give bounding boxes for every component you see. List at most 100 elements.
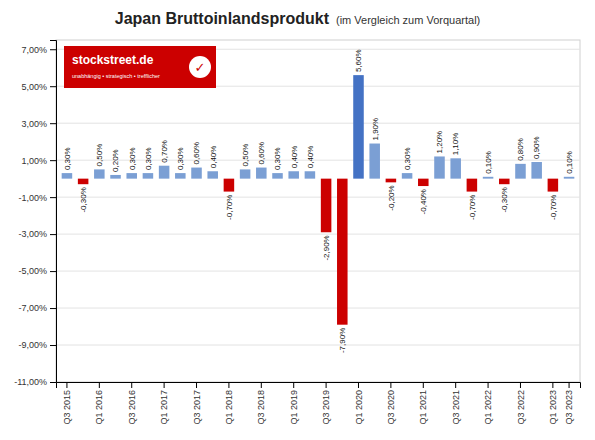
y-tick-mark: [50, 49, 56, 50]
y-tick-label: -5,00%: [18, 266, 47, 276]
x-tick-label: Q3 2017: [192, 390, 202, 425]
x-tick: Q3 2020: [386, 382, 396, 425]
y-tick: -5,00%: [18, 266, 56, 276]
plot-area: 0,30%-0,30%0,50%0,20%0,30%0,30%0,70%0,30…: [14, 40, 580, 425]
bar: [386, 179, 397, 183]
data-label: 0,40%: [209, 146, 218, 169]
x-tick: Q1 2021: [418, 382, 428, 425]
x-tick-label: Q1 2019: [289, 390, 299, 425]
y-tick-label: -7,00%: [18, 303, 47, 313]
x-tick-mark: [293, 382, 294, 388]
x-tick-label: Q1 2021: [418, 390, 428, 425]
y-tick-mark: [50, 271, 56, 272]
data-label: 1,90%: [370, 118, 379, 141]
y-tick-mark: [50, 197, 56, 198]
bar: [353, 75, 364, 179]
bar: [402, 173, 413, 179]
data-label: 0,30%: [144, 147, 153, 170]
bar: [126, 173, 137, 179]
data-labels: 0,30%-0,30%0,50%0,20%0,30%0,30%0,70%0,30…: [63, 49, 574, 353]
x-tick: Q3 2018: [256, 382, 266, 425]
bar: [450, 158, 461, 178]
y-tick-mark: [50, 308, 56, 309]
bars: [62, 75, 575, 325]
data-label: 0,30%: [403, 147, 412, 170]
x-tick-mark: [488, 382, 489, 388]
bar: [62, 173, 73, 179]
bar: [337, 179, 348, 325]
x-tick-label: Q3 2022: [516, 390, 526, 425]
x-tick-label: Q1 2018: [224, 390, 234, 425]
bar: [418, 179, 429, 186]
bar: [434, 156, 445, 178]
x-axis-line: [57, 383, 581, 389]
x-tick-mark: [164, 382, 165, 388]
bar: [515, 164, 526, 179]
logo-circle: [189, 56, 211, 78]
y-tick: 5,00%: [21, 82, 56, 92]
y-tick-label: -11,00%: [14, 377, 47, 387]
chart-svg: Japan Bruttoinlandsprodukt(im Vergleich …: [0, 0, 595, 440]
grid: [56, 49, 580, 382]
data-label: -0,70%: [225, 195, 234, 220]
bar: [531, 162, 542, 179]
logo-text: stockstreet.de: [72, 53, 154, 67]
x-tick-mark: [131, 382, 132, 388]
bar: [191, 168, 202, 179]
y-tick-label: -1,00%: [18, 193, 47, 203]
x-tick-mark: [196, 382, 197, 388]
x-tick-label: Q3 2020: [386, 390, 396, 425]
data-label: 0,60%: [257, 142, 266, 165]
y-tick-label: 1,00%: [21, 156, 47, 166]
bar: [78, 179, 89, 185]
title: Japan Bruttoinlandsprodukt: [115, 10, 330, 27]
bar: [207, 171, 218, 178]
y-tick: -7,00%: [18, 303, 56, 313]
x-tick-mark: [358, 382, 359, 388]
data-label: 0,90%: [532, 136, 541, 159]
grid-line: [56, 308, 580, 309]
x-tick: Q1 2023: [548, 382, 558, 425]
bar: [548, 179, 559, 192]
data-label: -0,20%: [387, 185, 396, 210]
x-axis: Q3 2015Q1 2016Q3 2016Q1 2017Q3 2017Q1 20…: [57, 382, 581, 425]
x-tick-label: Q1 2016: [94, 390, 104, 425]
y-tick: -9,00%: [18, 340, 56, 350]
bar: [499, 179, 510, 185]
y-tick-mark: [50, 86, 56, 87]
logo-box: [64, 46, 216, 88]
bar: [272, 173, 283, 179]
x-tick-label: Q3 2021: [451, 390, 461, 425]
data-label: 0,20%: [111, 149, 120, 172]
y-tick: 1,00%: [21, 156, 56, 166]
grid-line: [56, 271, 580, 272]
y-axis: -11,00%-9,00%-7,00%-5,00%-3,00%-1,00%1,0…: [14, 41, 56, 388]
x-tick: Q1 2022: [483, 382, 493, 425]
y-tick-label: 3,00%: [21, 119, 47, 129]
chart-container: Japan Bruttoinlandsprodukt(im Vergleich …: [0, 0, 595, 440]
x-tick-mark: [66, 382, 67, 388]
bar: [256, 168, 267, 179]
y-tick-label: -9,00%: [18, 340, 47, 350]
x-tick-label: Q3 2023: [564, 390, 574, 425]
x-tick: Q1 2020: [354, 382, 364, 425]
y-tick: 3,00%: [21, 119, 56, 129]
x-tick: Q1 2017: [159, 382, 169, 425]
x-tick: Q3 2022: [516, 382, 526, 425]
data-label: 0,40%: [306, 146, 315, 169]
data-label: 0,50%: [241, 144, 250, 167]
y-tick: -11,00%: [14, 377, 56, 387]
bar: [240, 169, 251, 178]
y-tick-label: 5,00%: [21, 82, 47, 92]
bar: [288, 171, 299, 178]
data-label: -0,30%: [79, 187, 88, 212]
data-label: 0,30%: [273, 147, 282, 170]
bar: [483, 177, 494, 179]
grid-line: [56, 345, 580, 346]
bar: [159, 166, 170, 179]
plot-frame: [56, 40, 580, 382]
data-label: 0,60%: [192, 142, 201, 165]
x-tick-label: Q3 2019: [321, 390, 331, 425]
x-tick-label: Q1 2022: [483, 390, 493, 425]
y-axis-line: [50, 41, 57, 383]
